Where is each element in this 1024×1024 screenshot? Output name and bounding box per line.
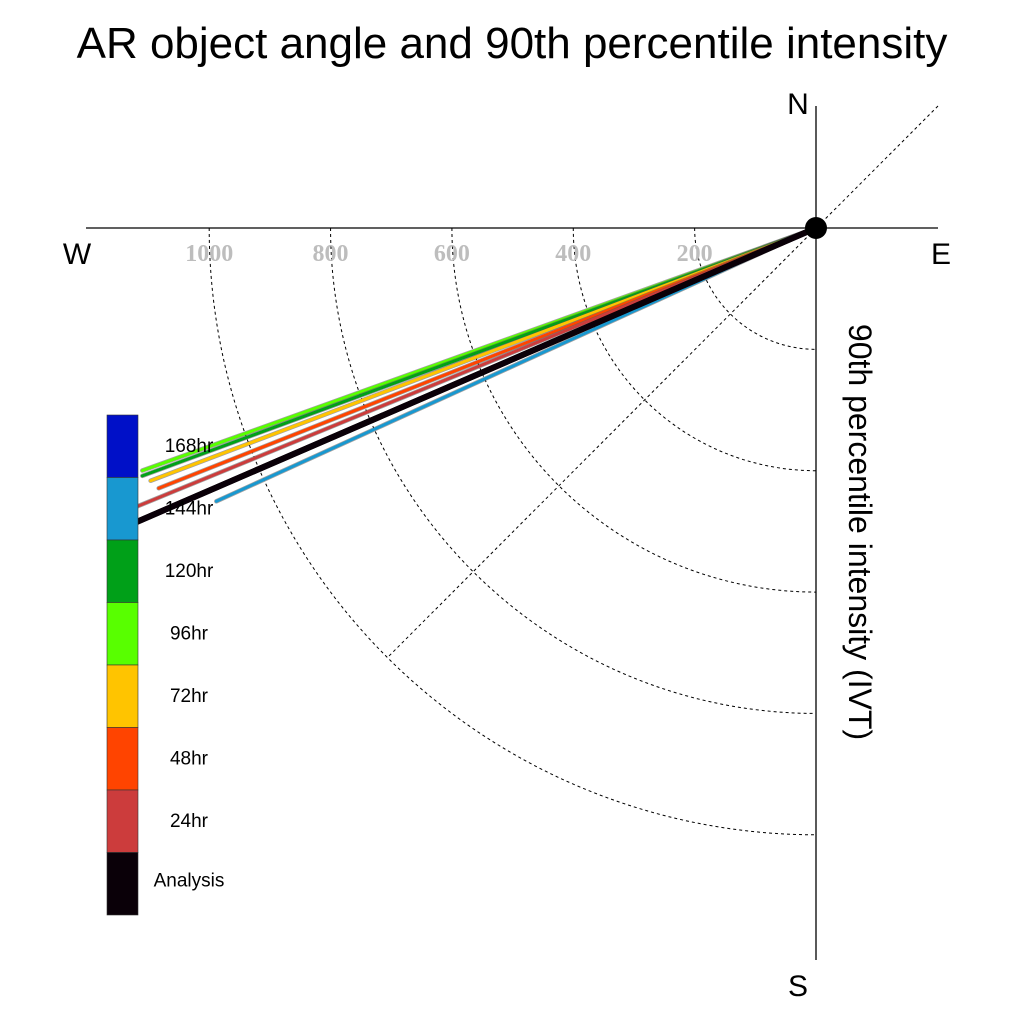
legend-swatch bbox=[106, 602, 139, 666]
color-legend: 168hr 144hr 120hr 96hr 72hr 48hr 24hr Analysis bbox=[106, 414, 225, 916]
compass-north-label: N bbox=[787, 88, 809, 121]
series-lines bbox=[123, 225, 819, 530]
radial-ring bbox=[330, 227, 817, 714]
legend-label: 24hr bbox=[170, 811, 209, 832]
legend-swatch bbox=[106, 414, 139, 478]
legend-label: 120hr bbox=[165, 561, 214, 582]
radial-axis-label: 90th percentile intensity (IVT) bbox=[842, 324, 878, 740]
legend-label: 72hr bbox=[170, 686, 209, 707]
compass-west-label: W bbox=[63, 238, 92, 271]
origin-marker bbox=[805, 217, 827, 239]
radial-ring bbox=[572, 227, 817, 472]
legend-swatch bbox=[106, 477, 139, 541]
polar-grid bbox=[86, 105, 939, 960]
radial-tick-label: 400 bbox=[555, 241, 591, 267]
legend-swatch bbox=[106, 852, 139, 916]
radial-tick-label: 600 bbox=[434, 241, 470, 267]
radial-tick-labels: 200 400 600 800 1000 bbox=[185, 241, 712, 267]
legend-label: 96hr bbox=[170, 624, 209, 645]
radial-ring bbox=[208, 227, 817, 836]
radial-tick-label: 1000 bbox=[185, 241, 233, 267]
compass-east-label: E bbox=[931, 238, 951, 271]
radial-ring bbox=[451, 227, 817, 593]
legend-label: 48hr bbox=[170, 749, 209, 770]
radial-ring bbox=[694, 227, 817, 350]
compass-south-label: S bbox=[788, 970, 808, 1003]
legend-label: 168hr bbox=[165, 436, 214, 457]
legend-label: Analysis bbox=[154, 871, 225, 892]
series-line bbox=[123, 225, 819, 530]
legend-swatch bbox=[106, 664, 139, 728]
legend-swatch bbox=[106, 539, 139, 603]
diagonal-guide bbox=[387, 105, 939, 658]
radial-tick-label: 200 bbox=[677, 241, 713, 267]
legend-swatch bbox=[106, 727, 139, 791]
chart-title: AR object angle and 90th percentile inte… bbox=[77, 19, 948, 68]
legend-swatch bbox=[106, 789, 139, 853]
legend-label: 144hr bbox=[165, 499, 214, 520]
radial-tick-label: 800 bbox=[313, 241, 349, 267]
